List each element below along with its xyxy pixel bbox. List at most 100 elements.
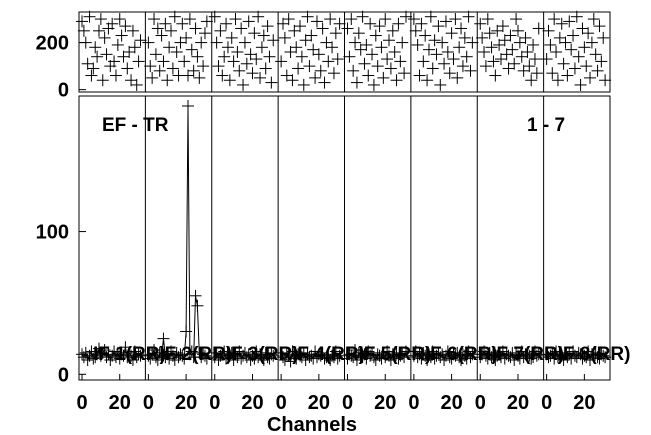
phase-point — [443, 67, 456, 80]
phase-point — [305, 29, 318, 42]
phase-point — [453, 41, 466, 54]
phase-point — [347, 64, 360, 77]
phase-point — [126, 24, 139, 37]
phase-point — [591, 64, 604, 77]
x-tick-label: 0 — [541, 392, 552, 414]
amplitude-point — [200, 352, 213, 365]
phase-point — [195, 36, 208, 49]
phase-point — [476, 31, 489, 44]
phase-point — [170, 46, 183, 58]
phase-point — [303, 60, 316, 73]
phase-point — [94, 13, 107, 26]
phase-point — [198, 27, 211, 40]
phase-point — [320, 36, 333, 49]
amplitude-series-1 — [76, 341, 147, 367]
phase-point — [282, 13, 295, 26]
amplitude-point — [398, 351, 411, 364]
phase-point — [390, 74, 403, 87]
bottom-y-tick-label: 0 — [58, 364, 69, 386]
phase-point — [587, 13, 600, 26]
phase-point — [119, 20, 132, 33]
phase-point — [451, 71, 464, 84]
phase-point — [185, 43, 198, 56]
phase-point — [210, 36, 223, 49]
amplitude-series-2 — [142, 99, 213, 367]
x-tick-label: 0 — [408, 392, 419, 414]
phase-point — [371, 60, 384, 73]
phase-point — [146, 71, 159, 84]
phase-point — [235, 22, 248, 35]
phase-point — [366, 48, 379, 61]
phase-point — [77, 24, 90, 37]
panel-label: IF 4(RR) — [292, 344, 365, 365]
phase-point — [502, 62, 515, 75]
phase-point — [310, 15, 323, 28]
phase-point — [299, 34, 312, 47]
phase-point — [180, 31, 193, 44]
phase-point — [343, 50, 356, 63]
phase-point — [574, 78, 587, 91]
phase-point — [424, 10, 437, 23]
phase-point — [92, 24, 105, 37]
phase-point — [248, 27, 261, 40]
phase-point — [326, 41, 339, 54]
top-y-tick-label: 200 — [36, 33, 69, 55]
phase-point — [240, 57, 253, 70]
phase-point — [293, 20, 306, 33]
phase-point — [489, 69, 502, 82]
amplitude-series-8 — [540, 345, 612, 367]
phase-point — [411, 38, 424, 51]
phase-point — [485, 41, 498, 54]
phase-point — [510, 13, 523, 26]
phase-point — [506, 43, 519, 56]
phase-point — [350, 76, 363, 89]
phase-point — [246, 67, 259, 80]
phase-point — [307, 43, 320, 56]
phase-point — [479, 60, 492, 73]
phase-point — [375, 41, 388, 54]
phase-point — [128, 41, 141, 54]
phase-point — [284, 46, 297, 58]
amplitude-point — [280, 348, 293, 361]
amplitude-point — [597, 349, 610, 362]
phase-point — [227, 55, 240, 68]
phase-point — [523, 60, 536, 73]
phase-point — [333, 17, 346, 30]
phase-point — [430, 48, 443, 61]
phase-point — [96, 74, 109, 87]
phase-point — [464, 64, 477, 77]
phase-point — [151, 22, 164, 35]
amplitude-series-6 — [407, 345, 479, 367]
x-tick-label: 20 — [308, 392, 330, 414]
phase-point — [161, 74, 174, 87]
phase-point — [373, 20, 386, 33]
phase-point — [356, 10, 369, 23]
phase-point — [542, 24, 555, 37]
phase-point — [508, 57, 521, 70]
phase-point — [292, 62, 305, 75]
amplitude-point — [148, 344, 161, 357]
phase-point — [557, 57, 570, 70]
phase-point — [519, 31, 532, 44]
phase-point — [580, 60, 593, 73]
amplitude-point — [417, 346, 430, 359]
phase-point — [540, 53, 553, 66]
phase-point — [159, 17, 172, 30]
phase-point — [324, 13, 337, 26]
x-tick-label: 20 — [440, 392, 462, 414]
phase-point — [187, 64, 200, 77]
phase-series-6 — [407, 10, 479, 91]
phase-point — [113, 13, 126, 26]
phase-point — [238, 36, 251, 49]
phase-point — [447, 53, 460, 66]
phase-point — [111, 38, 124, 51]
phase-point — [466, 36, 479, 49]
panel-label: IF 8(RR) — [558, 344, 631, 365]
x-tick-label: 20 — [241, 392, 263, 414]
phase-point — [384, 62, 397, 75]
phase-point — [352, 27, 365, 40]
phase-point — [98, 31, 111, 44]
phase-point — [331, 53, 344, 66]
phase-point — [367, 78, 380, 91]
